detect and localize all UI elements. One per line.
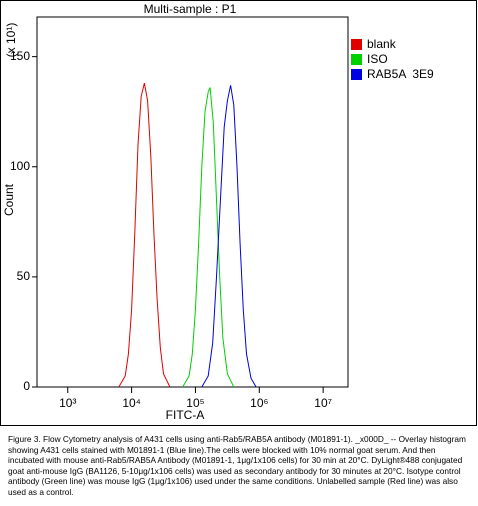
y-tick-label: 100	[10, 159, 30, 173]
x-tick-label: 10⁵	[186, 396, 204, 410]
y-scale-note: (x 10¹)	[4, 23, 18, 58]
histogram-line	[182, 87, 235, 388]
x-tick-label: 10⁴	[122, 396, 141, 410]
caption: Figure 3. Flow Cytometry analysis of A43…	[8, 434, 466, 497]
legend-label: blank	[367, 37, 397, 51]
x-tick-label: 10⁶	[250, 396, 268, 410]
x-axis-label: FITC-A	[166, 408, 205, 422]
chart: Multi-sample : P1 FITC-A Count (x 10¹) 0…	[0, 0, 477, 426]
y-axis-label: Count	[2, 183, 16, 216]
x-tick-label: 10⁷	[314, 396, 332, 410]
y-tick-label: 0	[23, 379, 30, 393]
legend-swatch	[351, 69, 362, 80]
histogram-line	[118, 82, 171, 388]
y-tick-label: 50	[17, 269, 31, 283]
legend-swatch	[351, 39, 362, 50]
y-tick-label: 150	[10, 49, 30, 63]
chart-title: Multi-sample : P1	[144, 2, 237, 16]
frame	[0, 0, 477, 426]
legend-label: ISO	[367, 52, 388, 66]
legend-swatch	[351, 54, 362, 65]
histogram-line	[201, 85, 257, 388]
x-tick-label: 10³	[59, 396, 76, 410]
legend-label: RAB5A 3E9	[367, 67, 434, 81]
plot-area	[36, 16, 349, 388]
